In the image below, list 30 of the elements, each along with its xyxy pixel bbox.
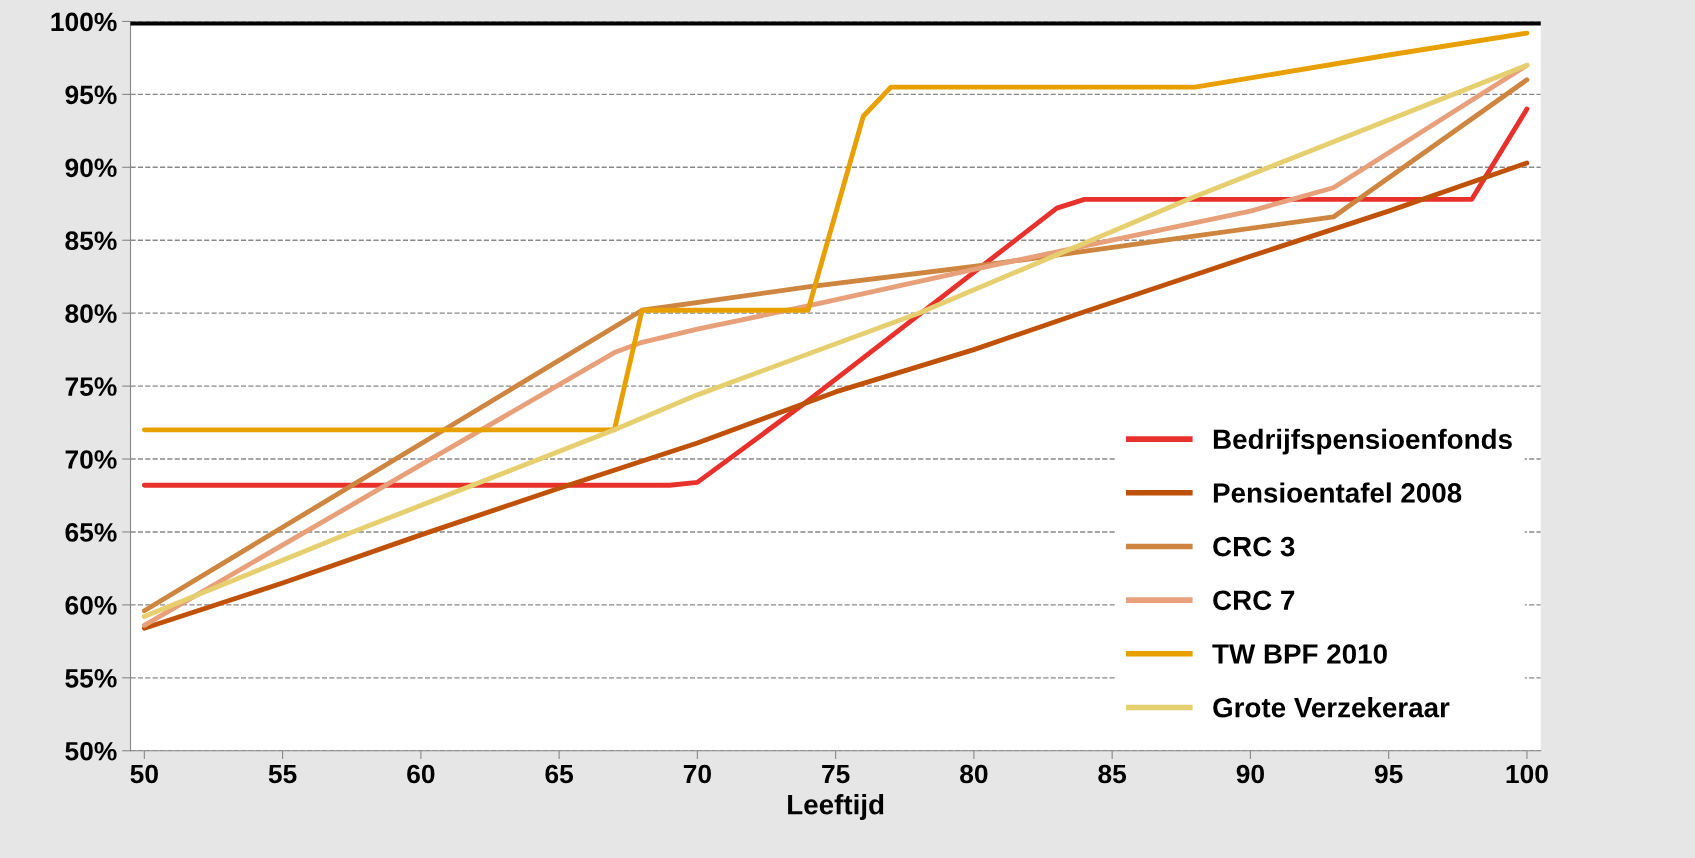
x-tick-label: 50 (130, 764, 158, 784)
y-tick-label: 90% (65, 158, 117, 178)
y-tick-label: 60% (65, 596, 117, 615)
x-tick-label: 55 (268, 764, 297, 784)
legend-label: Grote Verzekeraar (1213, 697, 1450, 718)
x-tick-label: 90 (1236, 764, 1265, 784)
y-tick-label: 75% (65, 377, 117, 396)
y-tick-label: 100% (51, 12, 117, 32)
x-tick-label: 70 (683, 764, 711, 784)
x-tick-label: 100 (1506, 764, 1548, 784)
line-series (141, 160, 1530, 631)
x-axis-title: Leeftijd (788, 794, 884, 820)
y-tick-label: 85% (65, 231, 117, 251)
legend-label: CRC 7 (1213, 590, 1295, 611)
x-tick-label: 95 (1374, 764, 1403, 784)
y-tick-label: 50% (65, 741, 117, 761)
legend-label: CRC 3 (1213, 536, 1295, 557)
x-tick-label: 80 (960, 764, 988, 784)
x-tick-label: 85 (1098, 764, 1127, 784)
y-tick-label: 80% (65, 304, 117, 323)
x-tick-label: 60 (407, 764, 435, 784)
y-tick-label: 70% (65, 450, 117, 469)
y-tick-label: 55% (65, 669, 117, 688)
y-tick-label: 65% (65, 523, 117, 542)
legend-label: Bedrijfspensioenfonds (1213, 428, 1512, 455)
legend-label: Pensioentafel 2008 (1213, 482, 1462, 503)
legend-label: TW BPF 2010 (1212, 644, 1387, 664)
x-tick-label: 65 (545, 764, 574, 784)
x-tick-label: 75 (822, 764, 850, 784)
y-tick-label: 95% (65, 85, 117, 105)
